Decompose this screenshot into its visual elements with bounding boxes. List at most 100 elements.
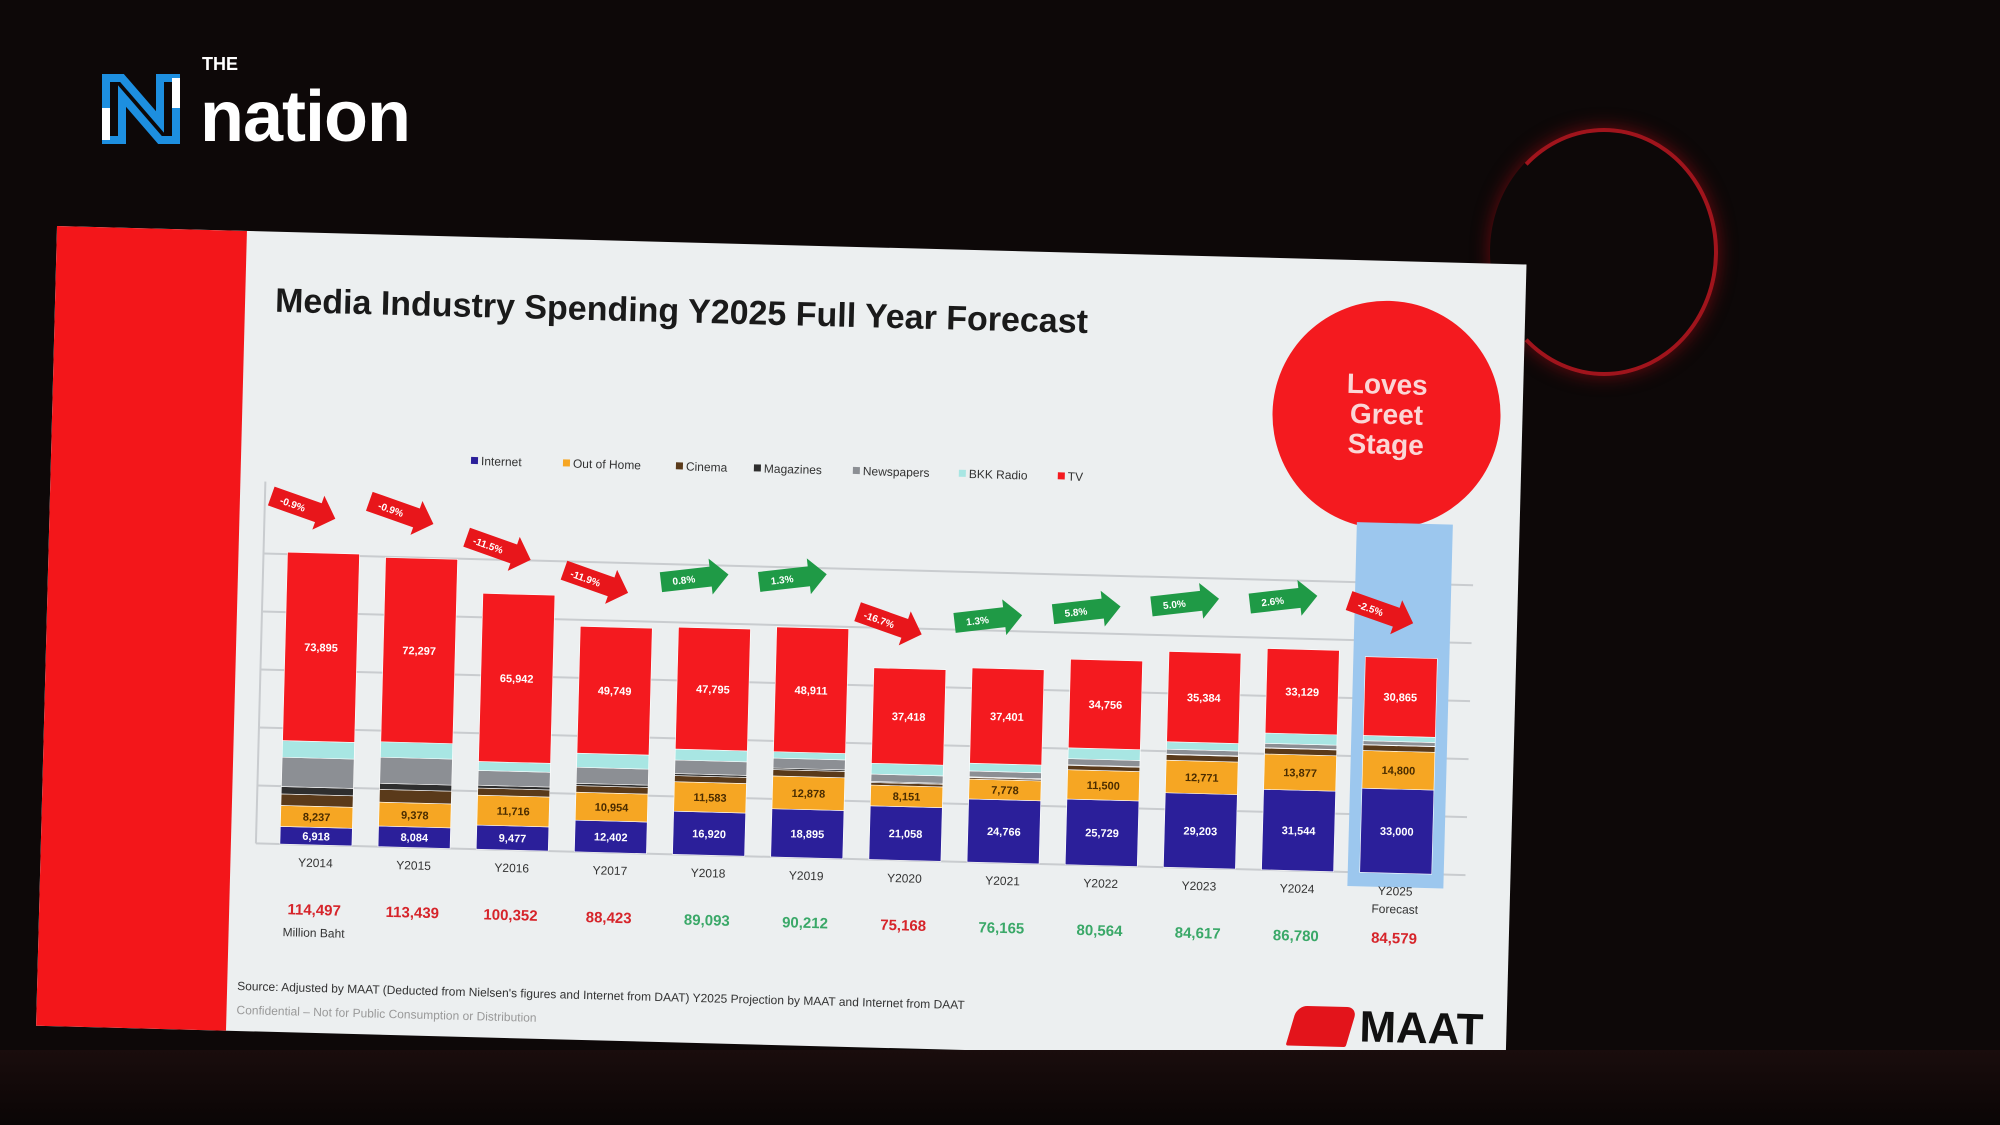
data-label: 37,418 [892, 711, 926, 724]
bar-segment-tv [380, 557, 458, 744]
legend-swatch-out-of-home [562, 459, 571, 467]
legend-swatch-cinema [675, 462, 684, 470]
data-label: 18,895 [790, 828, 824, 841]
data-label: 30,865 [1383, 692, 1417, 705]
growth-arrow-icon [659, 558, 729, 595]
data-label: 8,084 [400, 832, 429, 845]
data-label: 49,749 [598, 685, 632, 698]
gridline [263, 552, 1474, 587]
bar-segment-newspapers [379, 756, 453, 786]
growth-arrow-icon [953, 599, 1023, 636]
bar-segment-tv [1166, 651, 1242, 744]
bar-segment-tv [1067, 658, 1143, 751]
the-nation-logo-icon [102, 74, 180, 144]
x-tick-label: Y2023 [1181, 879, 1216, 894]
legend-label: Internet [481, 454, 523, 469]
total-label: 90,212 [782, 914, 828, 932]
x-tick-label: Y2015 [396, 858, 431, 873]
growth-arrow-icon [1248, 579, 1318, 616]
bar-segment-cinema [280, 793, 354, 808]
data-label: 37,401 [990, 711, 1024, 724]
total-label: 113,439 [385, 904, 439, 922]
total-label: 75,168 [880, 917, 926, 935]
bar-segment-tv [478, 593, 556, 764]
data-label: 73,895 [304, 642, 338, 655]
legend-swatch-magazines [753, 464, 761, 472]
growth-arrow-icon [758, 558, 827, 595]
brand-the: THE [202, 54, 238, 74]
unit-label: Million Baht [282, 925, 345, 941]
data-label: 33,000 [1380, 826, 1414, 839]
maat-logo-text: MAAT [1358, 1002, 1484, 1055]
brand-name: nation [200, 77, 411, 157]
x-tick-label: Y2025 [1378, 884, 1413, 899]
legend-swatch-newspapers [852, 466, 860, 475]
data-label: 9,477 [499, 833, 527, 846]
data-label: 11,583 [693, 792, 726, 805]
data-label: 47,795 [696, 684, 730, 697]
data-label: 11,500 [1087, 780, 1120, 793]
legend-label: BKK Radio [969, 467, 1028, 483]
legend-label: Newspapers [863, 464, 930, 480]
total-label: 84,579 [1371, 930, 1417, 948]
bar-segment-newspapers [674, 759, 748, 776]
bar-segment-tv [773, 626, 850, 754]
growth-arrow-icon [463, 527, 531, 571]
growth-label: 1.3% [770, 574, 794, 588]
growth-label: 0.8% [672, 574, 696, 588]
total-label: 80,564 [1076, 922, 1123, 940]
data-label: 9,378 [401, 810, 429, 823]
gridline [261, 610, 1472, 645]
data-label: 48,911 [794, 685, 827, 698]
bar-segment-tv [1363, 656, 1438, 738]
total-label: 86,780 [1273, 927, 1319, 945]
bar-segment-bkk-radio [281, 740, 355, 760]
data-label: 34,756 [1088, 699, 1122, 712]
x-tick-label-sub: Forecast [1371, 902, 1419, 917]
growth-label: 5.0% [1163, 599, 1187, 613]
bar-segment-tv [871, 667, 947, 766]
presentation-slide: Media Industry Spending Y2025 Full Year … [36, 226, 1527, 1065]
legend-swatch-internet [470, 456, 479, 465]
total-label: 88,423 [586, 909, 632, 927]
growth-arrow-icon [1150, 582, 1220, 619]
x-tick-label: Y2018 [691, 866, 726, 881]
bar-segment-newspapers [281, 756, 355, 789]
total-label: 84,617 [1175, 925, 1221, 943]
bar-segment-bkk-radio [674, 748, 748, 763]
growth-label: 5.8% [1064, 606, 1088, 620]
data-label: 65,942 [500, 673, 534, 686]
x-tick-label: Y2021 [985, 874, 1020, 889]
data-label: 72,297 [402, 645, 436, 658]
decorative-ring [1490, 128, 1718, 376]
x-tick-label: Y2019 [789, 868, 824, 883]
data-label: 21,058 [889, 828, 923, 841]
total-label: 76,165 [978, 919, 1024, 937]
legend-label: TV [1068, 470, 1084, 484]
x-tick-label: Y2016 [494, 861, 529, 876]
data-label: 25,729 [1085, 827, 1119, 840]
x-tick-label: Y2017 [592, 863, 627, 878]
data-label: 7,778 [991, 785, 1019, 798]
data-label: 14,800 [1381, 765, 1415, 778]
bar-segment-tv [969, 667, 1045, 766]
data-label: 10,954 [595, 802, 630, 815]
total-label: 100,352 [483, 906, 538, 924]
bar-segment-tv [282, 551, 360, 743]
total-label: 89,093 [684, 912, 730, 930]
growth-label: 2.6% [1261, 596, 1285, 610]
bar-segment-bkk-radio [380, 741, 454, 760]
x-tick-label: Y2024 [1280, 881, 1315, 896]
bar-segment-newspapers [575, 766, 649, 786]
bar-segment-bkk-radio [870, 762, 944, 777]
bar-segment-bkk-radio [576, 752, 650, 770]
data-label: 8,151 [893, 791, 921, 804]
legend-swatch-bkk-radio [958, 469, 966, 477]
x-tick-label: Y2014 [298, 856, 333, 871]
growth-arrow-icon [1345, 591, 1414, 635]
growth-arrow-icon [267, 486, 336, 530]
bar-segment-tv [1264, 648, 1340, 736]
data-label: 11,716 [497, 806, 530, 819]
data-label: 8,237 [303, 811, 331, 824]
data-label: 29,203 [1183, 825, 1217, 838]
